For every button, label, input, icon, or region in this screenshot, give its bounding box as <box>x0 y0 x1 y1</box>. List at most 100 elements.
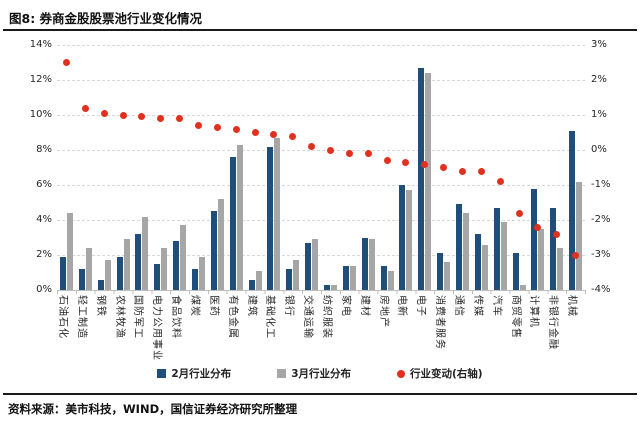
bar-feb <box>192 269 198 290</box>
change-dot <box>534 223 542 231</box>
change-dot <box>194 122 202 129</box>
figure-footer: 资料来源：美市科技，WIND，国信证券经济研究所整理 <box>3 393 637 417</box>
change-dot <box>232 125 240 133</box>
change-dot <box>364 150 372 157</box>
bar-mar <box>161 248 168 290</box>
change-dot <box>213 123 221 131</box>
bar-feb <box>418 67 425 290</box>
x-label: 建筑 <box>245 295 257 317</box>
bar-feb <box>135 234 142 290</box>
bar-mar <box>180 225 187 290</box>
bar-mar <box>349 265 356 290</box>
feb-series-square-icon <box>157 369 167 378</box>
figure-header: 图8: 券商金股股票池行业变化情况 <box>3 0 637 31</box>
plot-area <box>57 44 586 294</box>
bar-feb <box>229 157 236 290</box>
x-label: 国防军工 <box>132 295 144 339</box>
x-label: 房地产 <box>377 295 389 328</box>
right-axis-tick: -3% <box>591 249 611 260</box>
change-dot <box>440 164 448 171</box>
bar-feb <box>456 204 462 290</box>
change-dot <box>345 150 353 157</box>
bar-feb <box>569 130 576 290</box>
x-label: 建材 <box>358 295 370 317</box>
bar-mar <box>444 262 451 290</box>
change-dot <box>289 132 297 140</box>
bar-feb <box>305 242 312 290</box>
legend-label-feb: 2月行业分布 <box>171 368 232 380</box>
change-series-dot-icon <box>397 369 405 378</box>
bar-mar <box>217 199 224 290</box>
left-axis-tick: 2% <box>36 249 52 260</box>
left-axis-tick: 12% <box>29 74 52 85</box>
bar-mar <box>368 239 375 290</box>
bar-feb <box>531 188 538 290</box>
legend: 2月行业分布 3月行业分布 行业变动(右轴) <box>0 366 640 381</box>
bar-feb <box>97 279 104 290</box>
x-label: 煤炭 <box>188 295 200 317</box>
x-label: 石油石化 <box>56 295 68 339</box>
x-label: 传媒 <box>471 295 483 317</box>
x-label: 通信 <box>452 295 464 317</box>
x-axis-tick-marks <box>57 290 586 294</box>
left-axis-tick: 10% <box>29 109 52 120</box>
change-dot <box>515 209 523 217</box>
x-label: 食品饮料 <box>170 295 182 339</box>
x-label: 电力公用事业 <box>151 295 163 361</box>
x-label: 纺织服装 <box>320 295 332 339</box>
legend-item-feb: 2月行业分布 <box>157 366 231 381</box>
bar-feb <box>380 265 387 290</box>
right-axis-tick: 3% <box>591 39 607 50</box>
industry-change-chart: 石油石化 轻工制造 钢铁 农林牧渔 国防军工 电力公用事业 食品饮料 煤炭 医药 有色金属 建筑 基础… <box>0 38 640 390</box>
change-dot <box>496 178 504 185</box>
left-axis-tick: 6% <box>36 179 52 190</box>
bar-feb <box>550 207 557 290</box>
change-dot <box>176 115 184 122</box>
bar-mar <box>123 239 130 290</box>
change-dot <box>251 129 259 136</box>
bar-mar <box>199 256 205 290</box>
source-note: 资料来源：美市科技，WIND，国信证券经济研究所整理 <box>8 402 298 416</box>
gridline-2pct <box>57 254 585 256</box>
bar-mar <box>519 284 526 290</box>
change-dot <box>100 109 108 117</box>
bar-mar <box>236 144 243 290</box>
gridline-10pct <box>57 114 585 116</box>
x-label: 交通运输 <box>302 295 314 339</box>
bar-feb <box>116 256 123 290</box>
x-label: 有色金属 <box>226 295 238 339</box>
x-label: 计算机 <box>528 295 540 328</box>
change-dot <box>402 158 410 166</box>
change-dot <box>383 157 391 164</box>
bar-feb <box>173 241 180 290</box>
change-dot <box>62 59 70 66</box>
right-axis-tick: -2% <box>591 214 611 225</box>
bar-mar <box>67 213 73 290</box>
bar-feb <box>210 211 217 290</box>
gridline-8pct <box>57 149 585 151</box>
x-label: 非银行金融 <box>547 295 559 350</box>
x-label: 轻工制造 <box>75 295 87 339</box>
bar-feb <box>267 146 274 290</box>
figure-title: 图8: 券商金股股票池行业变化情况 <box>9 11 203 26</box>
right-axis-tick: 1% <box>591 109 607 120</box>
bar-feb <box>512 253 519 290</box>
x-label: 商贸零售 <box>509 295 521 339</box>
left-axis-tick: 0% <box>36 284 52 295</box>
bar-mar <box>142 216 149 290</box>
x-label: 银行 <box>283 295 295 317</box>
legend-label-mar: 3月行业分布 <box>291 368 351 380</box>
change-dot <box>477 167 485 175</box>
left-axis-tick: 14% <box>29 39 52 50</box>
bar-mar <box>293 260 300 290</box>
bar-mar <box>538 228 545 290</box>
x-label: 钢铁 <box>94 295 106 317</box>
change-dot <box>308 143 316 150</box>
bar-feb <box>342 265 349 290</box>
change-dot <box>553 230 561 238</box>
x-axis-labels: 石油石化 轻工制造 钢铁 农林牧渔 国防军工 电力公用事业 食品饮料 煤炭 医药 有色金属 建筑 基础… <box>57 295 585 373</box>
x-label: 电新 <box>396 295 408 317</box>
gridline-14pct <box>57 44 585 46</box>
bar-feb <box>361 237 368 290</box>
x-label: 电子 <box>415 295 427 317</box>
